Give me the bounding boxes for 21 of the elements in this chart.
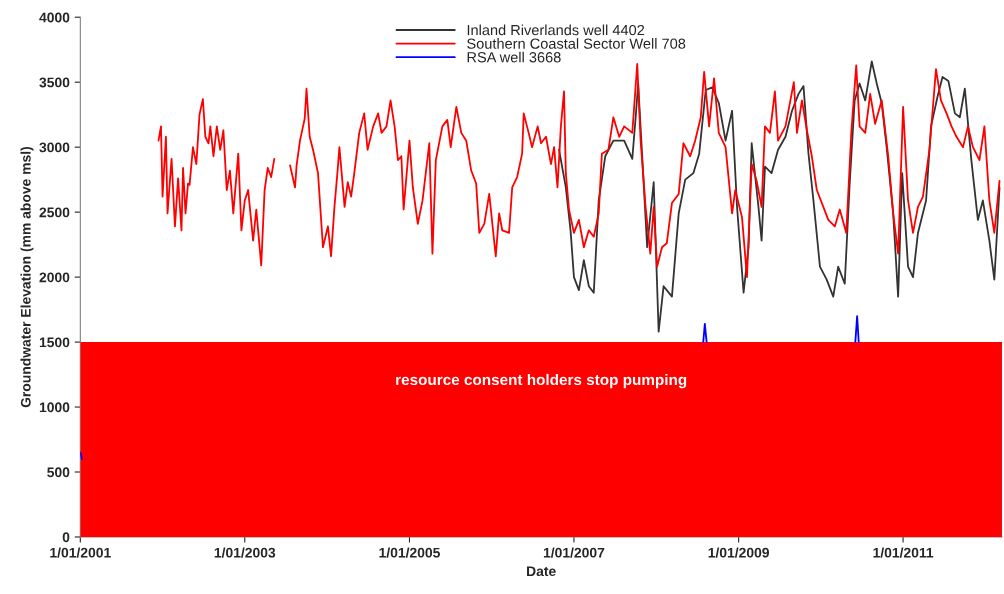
x-tick-label: 1/01/2007 bbox=[543, 547, 605, 558]
x-tick-label: 1/01/2005 bbox=[379, 547, 440, 558]
y-tick-label: 1000 bbox=[39, 402, 70, 413]
y-tick-label: 0 bbox=[62, 532, 70, 543]
y-axis-title: Groundwater Elevation (mm above msl) bbox=[20, 146, 34, 408]
x-tick-label: 1/01/2009 bbox=[708, 547, 770, 558]
legend-label: Inland Riverlands well 4402 bbox=[467, 24, 645, 36]
y-tick-label: 2500 bbox=[39, 207, 70, 218]
y-tick-label: 1500 bbox=[39, 337, 70, 348]
band-label: resource consent holders stop pumping bbox=[396, 373, 687, 389]
y-tick-label: 3500 bbox=[39, 77, 70, 88]
legend-label: Southern Coastal Sector Well 708 bbox=[467, 38, 686, 49]
y-tick-label: 500 bbox=[47, 467, 70, 478]
legend-label: RSA well 3668 bbox=[467, 51, 561, 63]
x-tick-label: 1/01/2001 bbox=[50, 547, 111, 558]
y-tick-label: 4000 bbox=[39, 12, 70, 23]
x-axis-title: Date bbox=[527, 566, 556, 577]
x-tick-label: 1/01/2003 bbox=[214, 547, 276, 558]
y-tick-label: 3000 bbox=[39, 142, 70, 153]
x-tick-label: 1/01/2011 bbox=[873, 547, 934, 558]
y-tick-label: 2000 bbox=[39, 272, 70, 283]
